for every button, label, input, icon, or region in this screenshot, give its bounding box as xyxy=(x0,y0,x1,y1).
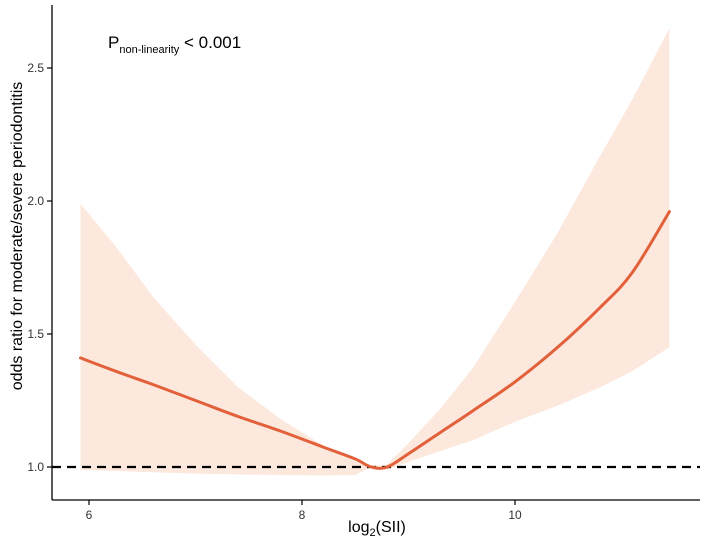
x-tick-label: 8 xyxy=(299,508,306,522)
annotation-rest: < 0.001 xyxy=(179,33,241,52)
annotation-main: P xyxy=(108,33,119,52)
x-axis-title-rest: (SII) xyxy=(376,519,406,536)
x-ticks: 6 8 10 xyxy=(86,500,522,522)
x-axis-title: log2(SII) xyxy=(348,519,406,539)
y-axis-title: odds ratio for moderate/severe periodont… xyxy=(9,82,26,391)
x-axis-title-subscript: 2 xyxy=(370,527,376,539)
x-tick-label: 6 xyxy=(86,508,93,522)
p-value-annotation: Pnon-linearity < 0.001 xyxy=(108,33,241,56)
annotation-subscript: non-linearity xyxy=(119,44,179,56)
y-tick-label: 2.5 xyxy=(27,61,44,75)
series-line xyxy=(79,210,671,470)
y-tick-label: 1.0 xyxy=(27,460,44,474)
x-axis-title-base: log xyxy=(348,519,369,536)
y-ticks: 1.0 1.5 2.0 2.5 xyxy=(27,61,52,474)
y-tick-label: 1.5 xyxy=(27,327,44,341)
y-tick-label: 2.0 xyxy=(27,194,44,208)
confidence-band xyxy=(80,28,670,476)
plot-area xyxy=(52,28,700,476)
x-tick-label: 10 xyxy=(508,508,522,522)
